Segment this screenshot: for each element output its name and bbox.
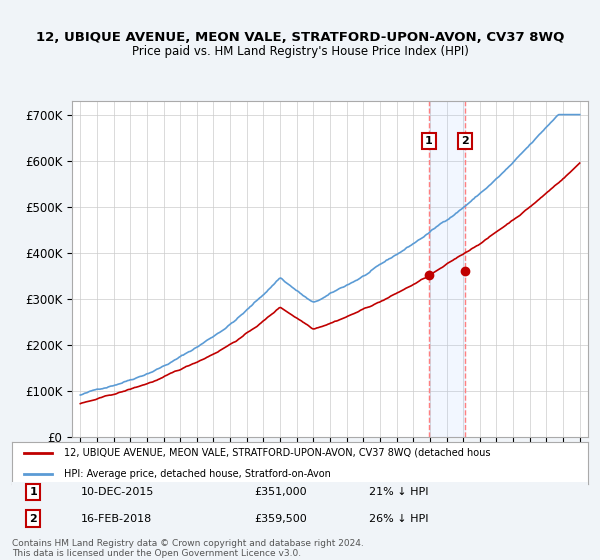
Text: 12, UBIQUE AVENUE, MEON VALE, STRATFORD-UPON-AVON, CV37 8WQ: 12, UBIQUE AVENUE, MEON VALE, STRATFORD-… [36,31,564,44]
Text: 2: 2 [29,514,37,524]
Text: 21% ↓ HPI: 21% ↓ HPI [369,487,428,497]
Text: Price paid vs. HM Land Registry's House Price Index (HPI): Price paid vs. HM Land Registry's House … [131,45,469,58]
Text: 26% ↓ HPI: 26% ↓ HPI [369,514,428,524]
Text: 12, UBIQUE AVENUE, MEON VALE, STRATFORD-UPON-AVON, CV37 8WQ (detached hous: 12, UBIQUE AVENUE, MEON VALE, STRATFORD-… [64,448,490,458]
Text: 1: 1 [29,487,37,497]
Text: Contains HM Land Registry data © Crown copyright and database right 2024.: Contains HM Land Registry data © Crown c… [12,539,364,548]
Bar [429,101,465,437]
Text: This data is licensed under the Open Government Licence v3.0.: This data is licensed under the Open Gov… [12,549,301,558]
Text: 2: 2 [461,136,469,146]
Text: HPI: Average price, detached house, Stratford-on-Avon: HPI: Average price, detached house, Stra… [64,469,331,479]
Text: 1: 1 [425,136,433,146]
Text: £351,000: £351,000 [254,487,307,497]
Text: 10-DEC-2015: 10-DEC-2015 [81,487,154,497]
Text: 16-FEB-2018: 16-FEB-2018 [81,514,152,524]
Text: £359,500: £359,500 [254,514,307,524]
